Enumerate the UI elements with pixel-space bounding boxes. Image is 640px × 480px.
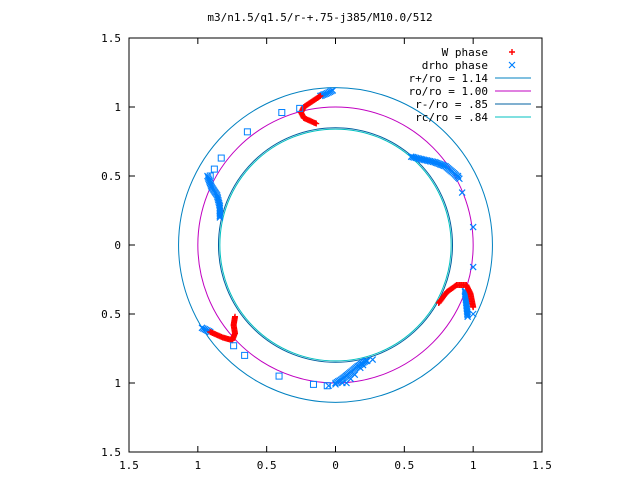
y-tick-label: 0.5 [101,170,121,183]
drho-phase-point [469,310,477,318]
y-tick-label: 1.5 [101,32,121,45]
legend-label: ro/ro = 1.00 [409,85,488,98]
drho-phase-point [464,311,471,319]
open-marker-point [278,109,286,117]
drho-phase-point [356,364,364,372]
open-marker-point [275,372,283,380]
reference-circles [178,87,493,403]
y-tick-label: 1 [114,101,121,114]
legend-label: W phase [442,46,488,59]
open-marker-point [217,154,225,162]
drho-phase-point [369,356,377,363]
drho-phase-point [332,380,339,388]
drho-phase-point [458,189,466,196]
w-phase-point [207,328,214,335]
open-marker-point [210,165,218,173]
y-tick-label: 0 [114,239,121,252]
y-tick-label: 0.5 [101,308,121,321]
drho-phase-point [362,357,370,365]
drho-phase-point [454,172,462,180]
open-marker-point [309,380,317,388]
legend-label: rc/ro = .84 [415,111,488,124]
w-phase-point [317,92,324,99]
drho-phase-point [464,313,472,321]
open-marker-point [230,342,238,350]
reference-circle [219,128,452,362]
drho-phase-point [216,213,224,221]
x-tick-label: 1.5 [532,459,552,472]
x-tick-label: 0.5 [394,459,414,472]
drho-phase-point [216,212,224,220]
data-marks [198,87,477,390]
w-phase-point [470,304,477,311]
open-marker-point [243,128,251,136]
reference-circle [197,106,474,384]
y-tick-label: 1 [114,377,121,390]
legend-label: r-/ro = .85 [415,98,488,111]
open-marker-point [206,172,214,180]
open-marker-point [241,351,249,359]
legend-label: drho phase [422,59,488,72]
x-tick-label: 0.5 [257,459,277,472]
chart-title: m3/n1.5/q1.5/r-+.75-j385/M10.0/512 [207,11,432,24]
y-tick-label: 1.5 [101,446,121,459]
drho-phase-point [329,87,337,94]
reference-circle [217,127,454,363]
open-marker-point [323,382,331,390]
x-tick-label: 1.5 [119,459,139,472]
legend-cross-swatch [508,61,516,69]
drho-phase-point [198,324,206,332]
x-tick-label: 1 [470,459,477,472]
x-tick-label: 1 [195,459,202,472]
open-marker-point [296,104,304,112]
drho-phase-point [469,263,477,271]
reference-circle [178,87,493,403]
drho-phase-point [338,379,346,387]
drho-phase-point [469,223,477,231]
x-tick-label: 0 [332,459,339,472]
legend-label: r+/ro = 1.14 [409,72,489,85]
legend-plus-swatch [509,49,515,55]
